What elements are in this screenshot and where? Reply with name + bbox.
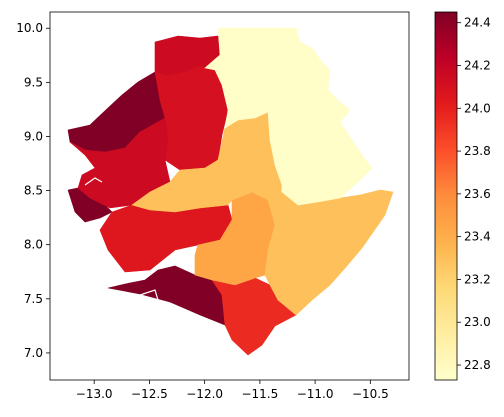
x-tick-label: −12.5 (131, 387, 168, 401)
y-axis: 7.0 7.5 8.0 8.5 9.0 9.5 10.0 (16, 21, 50, 360)
x-tick-label: −12.0 (186, 387, 223, 401)
y-tick-label: 8.0 (24, 238, 43, 252)
colorbar-tick-label: 24.2 (464, 58, 491, 72)
colorbar-tick-label: 23.2 (464, 272, 491, 286)
x-tick-label: −11.5 (241, 387, 278, 401)
y-tick-label: 8.5 (24, 184, 43, 198)
region-east (317, 189, 394, 286)
lagoon-line (139, 289, 159, 301)
colorbar-tick-label: 24.4 (464, 16, 491, 30)
x-tick-label: −13.0 (76, 387, 113, 401)
colorbar-tick-label: 22.8 (464, 358, 491, 372)
colorbar-tick-label: 23.0 (464, 315, 491, 329)
colorbar-tick-label: 23.6 (464, 187, 491, 201)
y-tick-label: 9.0 (24, 129, 43, 143)
colorbar-tick-label: 23.4 (464, 230, 491, 244)
y-tick-label: 10.0 (16, 21, 43, 35)
colorbar-frame (434, 11, 458, 381)
colorbar-gradient (435, 12, 457, 380)
y-tick-label: 7.0 (24, 346, 43, 360)
map-axes-frame (49, 11, 410, 381)
colorbar-tick-label: 24.0 (464, 101, 491, 115)
x-tick-label: −11.0 (297, 387, 334, 401)
colorbar-axis: 22.8 23.0 23.2 23.4 23.6 23.8 24.0 24.2 24.4 (457, 16, 491, 372)
coastline-details (84, 177, 159, 301)
y-tick-label: 9.5 (24, 75, 43, 89)
region-east-north (269, 121, 373, 206)
estuary-line (84, 177, 103, 186)
x-tick-label: −10.5 (352, 387, 389, 401)
y-tick-label: 7.5 (24, 292, 43, 306)
region-north-east (204, 27, 351, 141)
colorbar-tick-label: 23.8 (464, 144, 491, 158)
map-regions (67, 27, 394, 356)
x-axis: −13.0 −12.5 −12.0 −11.5 −11.0 −10.5 (76, 380, 389, 401)
